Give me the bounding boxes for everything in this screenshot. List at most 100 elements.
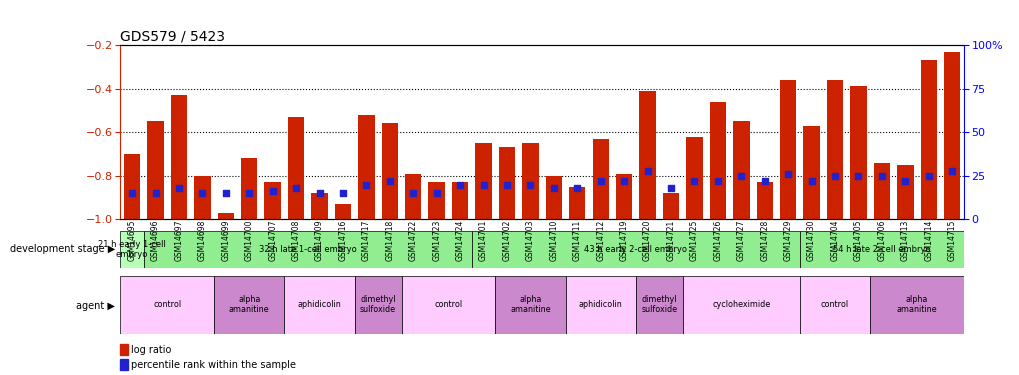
FancyBboxPatch shape — [635, 276, 682, 334]
Point — [264, 189, 280, 195]
Text: GSM14702: GSM14702 — [502, 219, 511, 261]
Bar — [943, 51, 960, 219]
Point — [944, 168, 960, 174]
Text: GSM14727: GSM14727 — [736, 219, 745, 261]
Text: 43 h early 2-cell embryo: 43 h early 2-cell embryo — [584, 245, 687, 254]
Point — [686, 178, 702, 184]
Point — [733, 173, 749, 179]
Bar — [264, 182, 280, 219]
Point — [780, 171, 796, 177]
Text: GSM14698: GSM14698 — [198, 219, 207, 261]
Text: alpha
amanitine: alpha amanitine — [228, 295, 269, 314]
Text: GSM14719: GSM14719 — [619, 219, 628, 261]
Text: GSM14706: GSM14706 — [876, 219, 886, 261]
Bar — [428, 182, 444, 219]
Text: GSM14711: GSM14711 — [573, 219, 581, 261]
Bar — [897, 165, 913, 219]
Text: aphidicolin: aphidicolin — [298, 300, 341, 309]
Text: GSM14695: GSM14695 — [127, 219, 137, 261]
Text: alpha
amanitine: alpha amanitine — [896, 295, 936, 314]
Point — [545, 185, 561, 191]
Text: dimethyl
sulfoxide: dimethyl sulfoxide — [641, 295, 677, 314]
FancyBboxPatch shape — [799, 231, 963, 268]
Bar — [311, 193, 327, 219]
Text: GSM14721: GSM14721 — [665, 219, 675, 261]
Point — [287, 185, 304, 191]
Bar — [170, 95, 186, 219]
Text: GSM14722: GSM14722 — [409, 219, 418, 261]
Text: percentile rank within the sample: percentile rank within the sample — [131, 360, 296, 370]
Bar — [920, 60, 936, 219]
Text: 32 h late 1-cell embryo: 32 h late 1-cell embryo — [259, 245, 357, 254]
Bar — [826, 80, 843, 219]
Point — [803, 178, 819, 184]
Text: GSM14717: GSM14717 — [362, 219, 371, 261]
Point — [217, 190, 233, 196]
Point — [358, 182, 374, 188]
Point — [615, 178, 632, 184]
FancyBboxPatch shape — [214, 276, 284, 334]
Text: agent ▶: agent ▶ — [76, 301, 115, 310]
Bar — [381, 123, 397, 219]
Point — [475, 182, 491, 188]
Point — [240, 190, 257, 196]
Text: control: control — [434, 300, 462, 309]
Bar — [405, 174, 421, 219]
FancyBboxPatch shape — [869, 276, 963, 334]
FancyBboxPatch shape — [401, 276, 495, 334]
FancyBboxPatch shape — [284, 276, 355, 334]
Text: alpha
amanitine: alpha amanitine — [510, 295, 550, 314]
Text: GSM14709: GSM14709 — [315, 219, 324, 261]
Text: GSM14729: GSM14729 — [783, 219, 792, 261]
Point — [147, 190, 163, 196]
Point — [498, 182, 515, 188]
Text: development stage ▶: development stage ▶ — [10, 244, 115, 254]
Text: GSM14716: GSM14716 — [338, 219, 347, 261]
Point — [569, 185, 585, 191]
Point — [123, 190, 140, 196]
Text: GSM14714: GSM14714 — [923, 219, 932, 261]
Point — [826, 173, 843, 179]
Text: GSM14707: GSM14707 — [268, 219, 277, 261]
Bar — [498, 147, 515, 219]
FancyBboxPatch shape — [565, 276, 635, 334]
Text: control: control — [153, 300, 181, 309]
Point — [428, 190, 444, 196]
Text: GSM14704: GSM14704 — [829, 219, 839, 261]
Text: 54 h late 2-cell embryo: 54 h late 2-cell embryo — [833, 245, 929, 254]
Point — [662, 185, 679, 191]
FancyBboxPatch shape — [355, 276, 401, 334]
Point — [897, 178, 913, 184]
Bar — [120, 359, 128, 370]
Text: GSM14703: GSM14703 — [526, 219, 534, 261]
Bar — [639, 91, 655, 219]
FancyBboxPatch shape — [682, 276, 799, 334]
FancyBboxPatch shape — [472, 231, 799, 268]
FancyBboxPatch shape — [144, 231, 472, 268]
Text: GSM14720: GSM14720 — [642, 219, 651, 261]
Point — [873, 173, 890, 179]
Text: 21 h early 1-cell
embryo: 21 h early 1-cell embryo — [98, 240, 166, 259]
Text: GSM14725: GSM14725 — [689, 219, 698, 261]
Bar — [123, 154, 141, 219]
Bar — [733, 121, 749, 219]
Text: GSM14726: GSM14726 — [712, 219, 721, 261]
Bar — [522, 143, 538, 219]
Text: GSM14705: GSM14705 — [853, 219, 862, 261]
Bar — [475, 143, 491, 219]
Text: GDS579 / 5423: GDS579 / 5423 — [120, 30, 225, 44]
Point — [451, 182, 468, 188]
Bar — [592, 139, 608, 219]
Text: GSM14723: GSM14723 — [432, 219, 441, 261]
Bar — [709, 102, 726, 219]
Bar — [686, 136, 702, 219]
Text: GSM14708: GSM14708 — [291, 219, 301, 261]
Bar — [850, 86, 866, 219]
Text: GSM14718: GSM14718 — [385, 219, 394, 261]
Point — [920, 173, 936, 179]
Text: log ratio: log ratio — [131, 345, 171, 355]
Bar — [545, 176, 561, 219]
Text: GSM14715: GSM14715 — [947, 219, 956, 261]
Text: GSM14728: GSM14728 — [759, 219, 768, 261]
Text: GSM14724: GSM14724 — [455, 219, 465, 261]
